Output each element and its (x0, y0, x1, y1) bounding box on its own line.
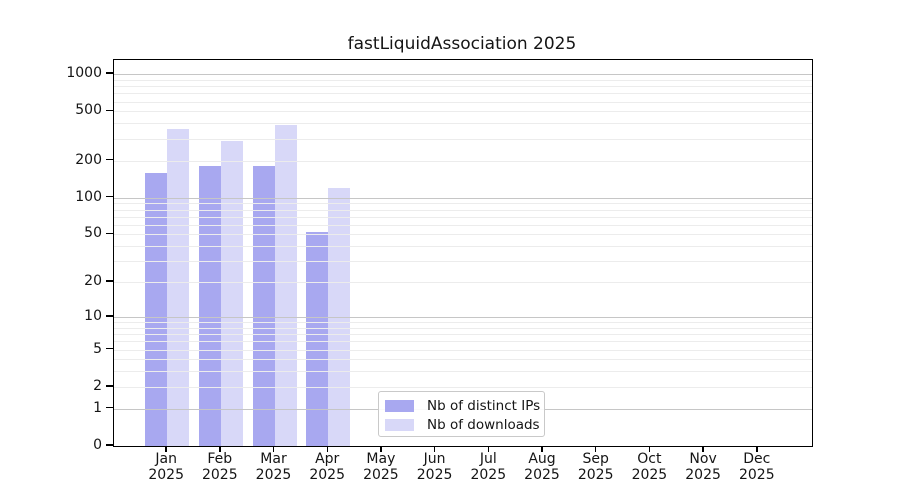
grid-line-major (114, 316, 812, 318)
grid-line-minor (114, 386, 812, 388)
x-tick-label: Oct 2025 (631, 451, 668, 483)
x-tick-mark (702, 446, 704, 452)
y-tick-label: 1000 (66, 65, 102, 82)
legend: Nb of distinct IPs Nb of downloads (378, 391, 545, 437)
x-tick-label: Dec 2025 (738, 451, 775, 483)
bar-mar-nb-of-distinct-ips (252, 166, 275, 446)
grid-line-minor (114, 261, 812, 263)
grid-line-minor (114, 79, 812, 81)
grid-line-minor (114, 224, 812, 226)
grid-line-minor (114, 282, 812, 284)
x-tick-mark (272, 446, 275, 452)
legend-item-downloads: Nb of downloads (385, 416, 540, 434)
bar-feb-nb-of-distinct-ips (198, 166, 221, 446)
x-tick-mark (594, 446, 597, 452)
legend-label-downloads: Nb of downloads (427, 416, 540, 433)
y-tick-label: 1 (93, 399, 102, 416)
grid-line-minor (114, 322, 812, 324)
grid-line-minor (114, 327, 812, 329)
x-tick-label: May 2025 (363, 451, 399, 483)
y-tick-mark (106, 232, 113, 235)
x-tick-label: Jul 2025 (470, 451, 507, 483)
x-tick-mark (380, 446, 382, 452)
grid-line-minor (114, 234, 812, 236)
x-tick-mark (433, 446, 436, 452)
x-tick-label: Feb 2025 (201, 451, 238, 483)
grid-line-minor (114, 111, 812, 113)
y-tick-mark (106, 109, 113, 112)
x-tick-mark (165, 446, 167, 452)
y-tick-mark (106, 315, 113, 317)
x-tick-label: Sep 2025 (577, 451, 614, 483)
bar-apr-nb-of-distinct-ips (306, 232, 329, 446)
x-tick-label: Jun 2025 (416, 451, 453, 483)
y-tick-label: 20 (84, 273, 102, 290)
y-tick-mark (106, 406, 113, 409)
x-tick-mark (541, 446, 543, 452)
x-tick-label: Nov 2025 (685, 451, 721, 483)
y-tick-label: 10 (84, 307, 102, 324)
grid-line-minor (114, 160, 812, 162)
bar-jan-nb-of-downloads (167, 129, 190, 446)
x-tick-mark (326, 446, 328, 452)
y-tick-mark (106, 158, 113, 161)
y-tick-mark (106, 72, 113, 74)
y-tick-label: 2 (93, 377, 102, 394)
y-tick-mark (106, 280, 113, 282)
grid-line-major (114, 74, 812, 76)
grid-line-minor (114, 371, 812, 373)
legend-item-distinct-ips: Nb of distinct IPs (385, 397, 541, 415)
y-tick-mark (106, 444, 113, 446)
x-tick-label: Mar 2025 (255, 451, 292, 483)
grid-line-minor (114, 138, 812, 140)
legend-swatch-downloads (385, 419, 414, 431)
chart-title: fastLiquidAssociation 2025 (347, 34, 577, 54)
x-tick-label: Jan 2025 (148, 451, 184, 483)
y-tick-label: 0 (93, 437, 102, 453)
grid-line-minor (114, 86, 812, 88)
grid-line-minor (114, 93, 812, 95)
grid-line-minor (114, 246, 812, 248)
x-tick-label: Apr 2025 (309, 451, 345, 483)
x-tick-mark (756, 446, 758, 452)
x-tick-label: Aug 2025 (524, 451, 560, 483)
legend-swatch-distinct-ips (385, 400, 414, 412)
grid-line-minor (114, 349, 812, 351)
grid-line-minor (114, 341, 812, 343)
x-tick-mark (648, 446, 651, 452)
grid-layer (114, 60, 812, 446)
y-tick-label: 200 (75, 151, 102, 168)
bars-layer (114, 60, 812, 446)
legend-label-distinct-ips: Nb of distinct IPs (427, 397, 541, 414)
bar-mar-nb-of-downloads (274, 125, 297, 446)
grid-line-minor (114, 123, 812, 125)
y-tick-label: 50 (84, 225, 102, 242)
x-tick-mark (219, 446, 221, 452)
grid-line-major (114, 197, 812, 199)
y-tick-mark (106, 195, 113, 198)
grid-line-minor (114, 203, 812, 205)
y-tick-mark (106, 385, 113, 387)
grid-line-minor (114, 216, 812, 218)
grid-line-minor (114, 359, 812, 361)
y-tick-label: 100 (75, 188, 102, 205)
y-tick-label: 5 (93, 340, 102, 357)
chart-plot-area (113, 59, 813, 447)
grid-line-minor (114, 334, 812, 336)
x-tick-mark (487, 446, 490, 452)
y-tick-label: 500 (75, 102, 102, 119)
grid-line-minor (114, 209, 812, 211)
bar-jan-nb-of-distinct-ips (145, 172, 168, 446)
y-tick-mark (106, 347, 113, 350)
grid-line-minor (114, 101, 812, 103)
